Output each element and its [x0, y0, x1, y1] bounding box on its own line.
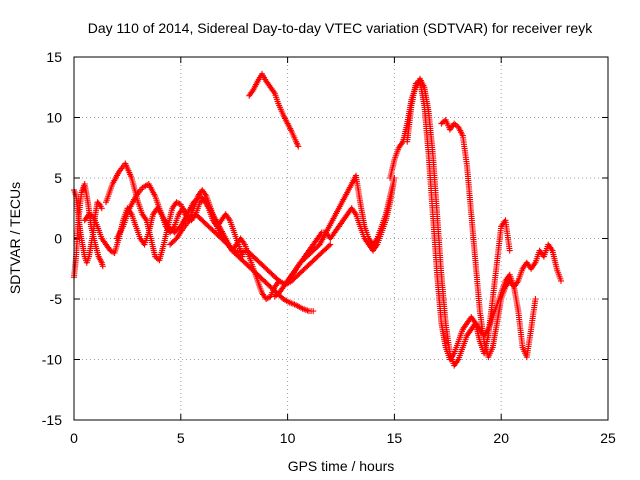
y-tick-label: 15 [46, 49, 62, 65]
y-tick-label: -10 [42, 352, 62, 368]
y-tick-label: 10 [46, 110, 62, 126]
x-tick-label: 10 [280, 430, 296, 446]
x-tick-label: 20 [493, 430, 509, 446]
series-arc-7 [246, 70, 302, 150]
x-tick-label: 25 [600, 430, 616, 446]
data-point-markers [167, 211, 334, 288]
series-arc-11 [404, 78, 513, 363]
y-tick-labels: -15 -10 -5 0 5 10 15 [42, 49, 62, 428]
data-point-markers [404, 78, 513, 363]
y-tick-label: 5 [54, 170, 62, 186]
plot-frame [73, 56, 609, 421]
axis-ticks [73, 56, 609, 421]
series-arc-6 [167, 211, 334, 288]
data-point-markers [246, 70, 302, 150]
plot-data [71, 70, 564, 369]
series-arc-12 [438, 116, 539, 361]
x-tick-label: 5 [177, 430, 185, 446]
y-axis-label: SDTVAR / TECUs [7, 182, 23, 294]
data-point-markers [284, 172, 398, 284]
y-tick-label: -15 [42, 412, 62, 428]
x-tick-labels: 0 5 10 15 20 25 [70, 430, 616, 446]
y-tick-label: 0 [54, 231, 62, 247]
chart-title: Day 110 of 2014, Sidereal Day-to-day VTE… [88, 20, 593, 36]
series-arc-9 [284, 172, 398, 284]
x-tick-label: 15 [387, 430, 403, 446]
x-axis-label: GPS time / hours [288, 458, 395, 474]
x-tick-label: 0 [70, 430, 78, 446]
data-point-markers [438, 116, 539, 361]
y-tick-label: -5 [50, 291, 63, 307]
